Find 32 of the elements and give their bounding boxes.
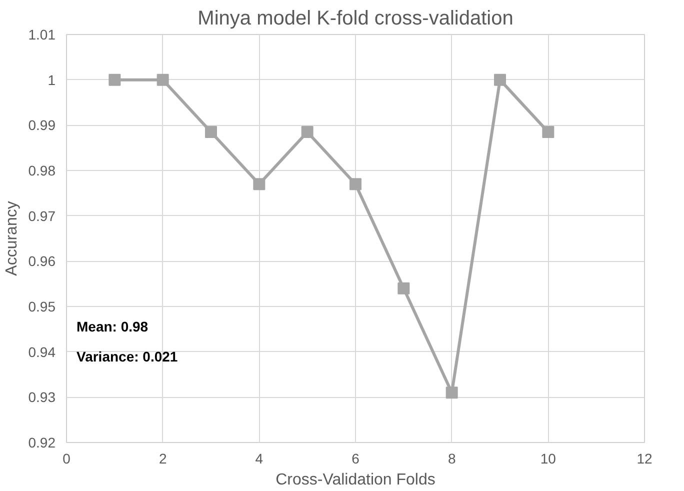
y-tick-label: 0.97 bbox=[28, 208, 56, 224]
x-tick-label: 10 bbox=[540, 450, 556, 466]
y-tick-label: 1.01 bbox=[28, 26, 56, 42]
x-tick-label: 8 bbox=[448, 450, 456, 466]
y-axis-title: Accurancy bbox=[3, 201, 20, 276]
point bbox=[301, 126, 314, 138]
annotation: Variance: 0.021 bbox=[76, 348, 178, 364]
y-tick-label: 1 bbox=[48, 72, 56, 88]
y-tick-label: 0.96 bbox=[28, 253, 56, 270]
y-tick-label: 0.93 bbox=[28, 389, 56, 406]
point bbox=[205, 126, 217, 138]
x-tick-label: 4 bbox=[255, 450, 264, 466]
point bbox=[156, 74, 169, 86]
y-tick-label: 0.98 bbox=[28, 162, 56, 178]
point bbox=[253, 178, 266, 190]
point bbox=[446, 386, 458, 399]
x-tick-label: 12 bbox=[636, 450, 652, 466]
x-tick-label: 0 bbox=[62, 450, 71, 466]
point bbox=[350, 178, 362, 190]
x-axis-title: Cross-Validation Folds bbox=[276, 472, 436, 488]
x-tick-label: 6 bbox=[352, 450, 360, 466]
point bbox=[494, 74, 506, 86]
y-tick-label: 0.92 bbox=[28, 434, 56, 450]
point bbox=[108, 74, 121, 86]
chart-title: Minya model K-fold cross-validation bbox=[198, 8, 514, 30]
x-tick-label: 2 bbox=[158, 450, 167, 466]
y-tick-label: 0.95 bbox=[28, 298, 56, 314]
y-tick-label: 0.99 bbox=[28, 117, 56, 134]
point bbox=[542, 126, 554, 138]
annotation: Mean: 0.98 bbox=[76, 318, 148, 334]
point bbox=[398, 282, 410, 294]
y-tick-label: 0.94 bbox=[28, 344, 56, 360]
